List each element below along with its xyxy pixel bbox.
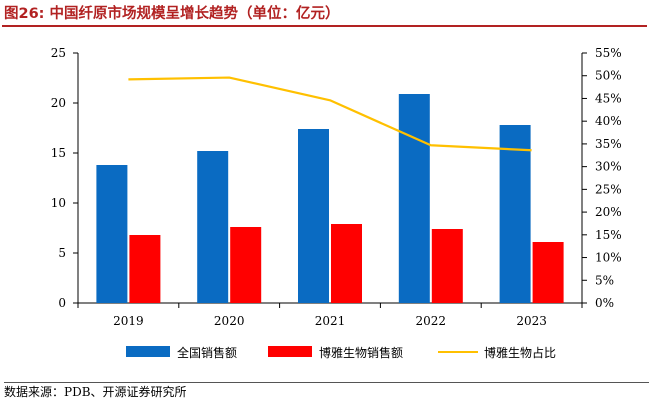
y-left-tick-label: 20 bbox=[51, 96, 66, 110]
y-left-tick-label: 10 bbox=[51, 196, 66, 210]
legend-label: 博雅生物销售额 bbox=[319, 345, 403, 360]
bar-national-sales bbox=[96, 165, 128, 303]
figure-title: 图26: 中国纤原市场规模呈增长趋势（单位：亿元） bbox=[2, 1, 647, 27]
y-right-tick-label: 15% bbox=[595, 228, 622, 242]
x-tick-label: 2019 bbox=[113, 314, 144, 328]
x-tick-label: 2021 bbox=[315, 314, 346, 328]
figure-title-text: 中国纤原市场规模呈增长趋势（单位：亿元） bbox=[49, 6, 340, 22]
x-tick-label: 2020 bbox=[214, 314, 245, 328]
y-right-tick-label: 25% bbox=[595, 182, 622, 196]
y-right-tick-label: 0% bbox=[595, 296, 614, 310]
y-right-tick-label: 20% bbox=[595, 205, 622, 219]
y-right-tick-label: 45% bbox=[595, 91, 622, 105]
bar-boya-sales bbox=[230, 227, 262, 303]
y-right-tick-label: 30% bbox=[595, 160, 622, 174]
y-left-tick-label: 15 bbox=[51, 146, 66, 160]
source-note: 数据来源：PDB、开源证券研究所 bbox=[4, 382, 649, 401]
figure-label: 图26: bbox=[4, 6, 45, 22]
bar-boya-sales bbox=[331, 224, 362, 303]
y-right-tick-label: 55% bbox=[595, 46, 622, 60]
chart: 0 5 10 15 20 25 0% 5% 10% 15% 20% 25% 30% 35% 40% 45% 50… bbox=[51, 46, 622, 360]
y-left-tick-label: 25 bbox=[51, 46, 66, 60]
x-tick-label: 2022 bbox=[416, 314, 447, 328]
y-left-tick-label: 5 bbox=[58, 246, 66, 260]
y-right-tick-label: 50% bbox=[595, 69, 622, 83]
bar-national-sales bbox=[197, 151, 229, 303]
legend-swatch bbox=[268, 346, 312, 357]
y-right-tick-label: 10% bbox=[595, 251, 622, 265]
bar-national-sales bbox=[398, 94, 430, 303]
line-boya-share bbox=[128, 76, 532, 152]
y-right-tick-label: 40% bbox=[595, 114, 622, 128]
bar-boya-sales bbox=[129, 235, 161, 303]
y-right-tick-label: 35% bbox=[595, 137, 622, 151]
bar-boya-sales bbox=[532, 242, 564, 303]
bar-national-sales bbox=[499, 125, 531, 303]
y-left-tick-label: 0 bbox=[58, 296, 66, 310]
x-tick-label: 2023 bbox=[516, 314, 547, 328]
legend-swatch bbox=[126, 346, 170, 357]
bar-national-sales bbox=[298, 129, 329, 303]
y-right-tick-label: 5% bbox=[595, 273, 614, 287]
bar-boya-sales bbox=[431, 229, 463, 303]
legend-label: 全国销售额 bbox=[177, 345, 237, 360]
legend-label: 博雅生物占比 bbox=[484, 345, 556, 360]
